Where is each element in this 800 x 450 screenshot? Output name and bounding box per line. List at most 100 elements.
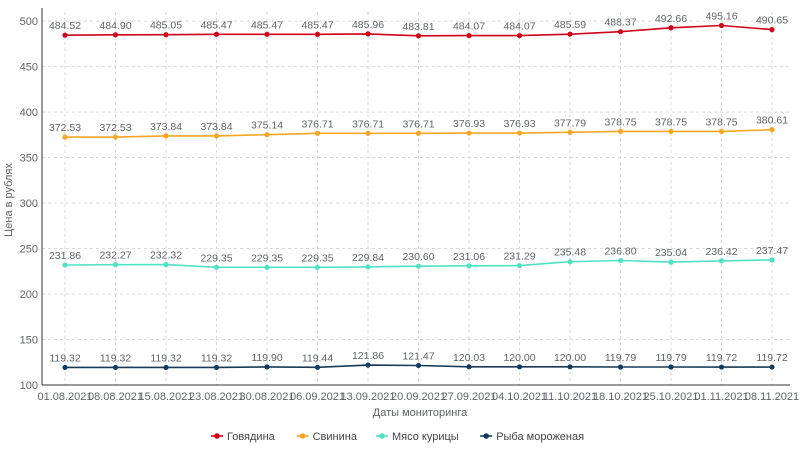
data-point bbox=[769, 127, 775, 133]
data-label: 495.16 bbox=[705, 11, 737, 23]
data-label: 119.72 bbox=[706, 352, 737, 364]
data-label: 373.84 bbox=[150, 121, 182, 133]
data-label: 484.07 bbox=[503, 21, 535, 33]
grid-layer bbox=[42, 12, 790, 385]
data-point bbox=[365, 362, 371, 368]
legend: Говядина Свинина Мясо курицы Рыба мороженая bbox=[211, 431, 584, 443]
series-1 bbox=[62, 127, 775, 140]
legend-item-1: Свинина bbox=[296, 431, 358, 443]
x-tick-label: 04.10.2021 bbox=[492, 391, 547, 403]
legend-item-3: Рыба мороженая bbox=[480, 431, 584, 443]
data-label: 490.65 bbox=[756, 15, 788, 27]
x-tick-label: 18.10.2021 bbox=[593, 391, 648, 403]
data-label: 229.35 bbox=[301, 252, 333, 264]
data-label: 230.60 bbox=[402, 251, 434, 263]
data-label: 485.47 bbox=[251, 19, 283, 31]
legend-marker bbox=[214, 433, 220, 439]
data-label: 229.35 bbox=[251, 252, 283, 264]
data-label: 483.81 bbox=[402, 21, 434, 33]
series-3 bbox=[62, 362, 775, 371]
y-tick-label: 350 bbox=[20, 153, 38, 165]
x-tick-label: 08.11.2021 bbox=[745, 391, 799, 403]
data-label: 120.00 bbox=[554, 352, 586, 364]
series-2 bbox=[62, 257, 775, 270]
data-label: 119.32 bbox=[150, 352, 181, 364]
data-point bbox=[769, 364, 775, 370]
data-label: 488.37 bbox=[604, 17, 636, 29]
y-tick-label: 100 bbox=[20, 380, 38, 392]
data-point bbox=[769, 257, 775, 263]
x-tick-label: 15.08.2021 bbox=[138, 391, 193, 403]
data-label: 229.35 bbox=[200, 252, 232, 264]
data-point bbox=[718, 364, 725, 370]
legend-label: Говядина bbox=[227, 431, 276, 443]
data-point bbox=[415, 33, 422, 39]
legend-marker bbox=[379, 433, 385, 439]
y-tick-label: 300 bbox=[20, 198, 38, 210]
data-label: 375.14 bbox=[251, 120, 283, 132]
data-point bbox=[112, 32, 119, 38]
data-point bbox=[516, 130, 523, 136]
data-label: 485.05 bbox=[150, 20, 182, 32]
data-label: 231.86 bbox=[49, 250, 81, 262]
data-point bbox=[62, 134, 68, 140]
data-point bbox=[62, 262, 68, 268]
data-point bbox=[668, 25, 674, 31]
x-tick-label: 13.09.2021 bbox=[340, 391, 395, 403]
data-point bbox=[466, 263, 472, 269]
data-label: 231.29 bbox=[503, 251, 535, 263]
x-tick-label: 01.08.2021 bbox=[37, 391, 92, 403]
data-point bbox=[516, 364, 523, 370]
legend-label: Свинина bbox=[313, 431, 358, 443]
data-point bbox=[466, 130, 472, 136]
data-point bbox=[415, 362, 422, 369]
data-point bbox=[466, 364, 472, 370]
data-point bbox=[567, 31, 573, 37]
data-label: 484.90 bbox=[99, 20, 131, 32]
data-point bbox=[718, 128, 725, 135]
data-point bbox=[718, 258, 725, 264]
series-0 bbox=[62, 22, 775, 39]
x-tick-label: 30.08.2021 bbox=[239, 391, 294, 403]
data-label: 119.90 bbox=[251, 352, 282, 364]
axis-layer: 10015020025030035040045050001.08.202108.… bbox=[20, 8, 799, 403]
data-point bbox=[112, 364, 119, 371]
data-label: 119.79 bbox=[605, 352, 636, 364]
data-label: 376.71 bbox=[301, 118, 333, 130]
x-tick-label: 25.10.2021 bbox=[643, 391, 698, 403]
data-label: 119.44 bbox=[302, 352, 333, 364]
data-label: 485.47 bbox=[301, 19, 333, 31]
data-label: 120.00 bbox=[503, 352, 535, 364]
data-label: 236.42 bbox=[705, 246, 737, 258]
y-tick-label: 200 bbox=[20, 289, 38, 301]
legend-marker bbox=[483, 433, 490, 439]
legend-label: Мясо курицы bbox=[392, 431, 459, 443]
data-label: 378.75 bbox=[655, 116, 687, 128]
data-point bbox=[213, 264, 220, 270]
data-point bbox=[567, 259, 573, 265]
data-point bbox=[264, 31, 270, 37]
data-label: 121.47 bbox=[402, 350, 434, 362]
data-label: 232.27 bbox=[99, 250, 131, 262]
x-tick-label: 11.10.2021 bbox=[543, 391, 597, 403]
data-label: 485.96 bbox=[352, 19, 384, 31]
data-label: 378.75 bbox=[604, 116, 636, 128]
data-point bbox=[264, 364, 270, 370]
data-point bbox=[466, 32, 472, 39]
data-label: 119.32 bbox=[100, 352, 131, 364]
data-label: 372.53 bbox=[99, 122, 131, 134]
data-point bbox=[314, 31, 321, 37]
data-label: 376.93 bbox=[453, 118, 485, 130]
series-layer bbox=[62, 22, 775, 371]
x-tick-label: 06.09.2021 bbox=[290, 391, 345, 403]
data-label: 235.04 bbox=[655, 247, 687, 259]
data-label: 376.93 bbox=[503, 118, 535, 130]
data-label: 119.72 bbox=[756, 352, 787, 364]
data-point bbox=[314, 364, 321, 370]
data-label: 120.03 bbox=[453, 352, 485, 364]
x-tick-label: 20.09.2021 bbox=[391, 391, 446, 403]
data-label: 121.86 bbox=[352, 350, 384, 362]
data-label-layer: 484.52 484.90 485.05 485.47 485.47 485.47 485.… bbox=[49, 11, 788, 365]
data-label: 119.32 bbox=[201, 352, 232, 364]
